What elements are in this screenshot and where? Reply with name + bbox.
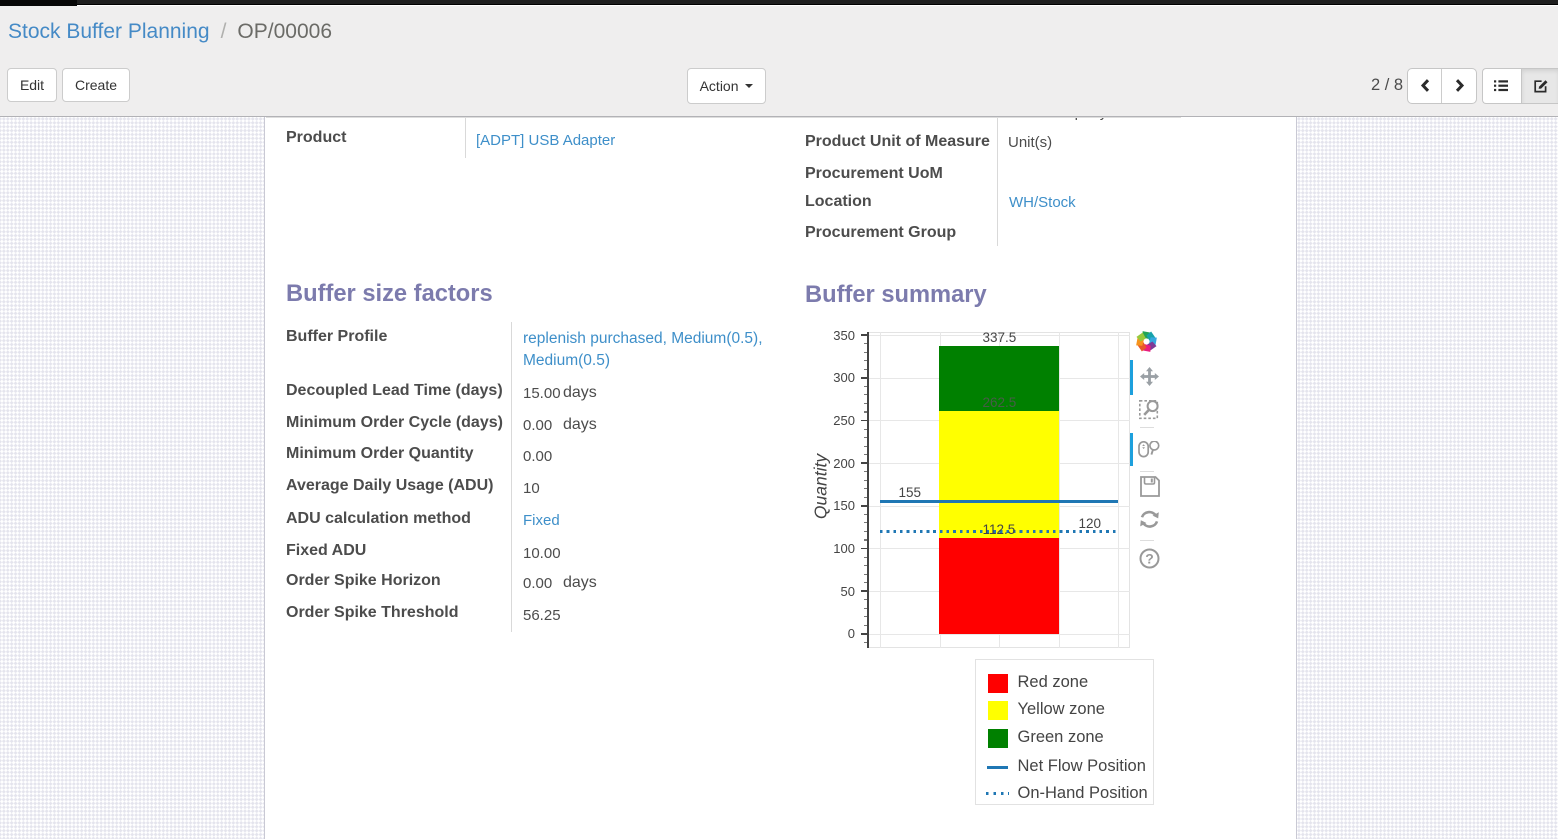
svg-text:?: ? <box>1145 551 1154 567</box>
